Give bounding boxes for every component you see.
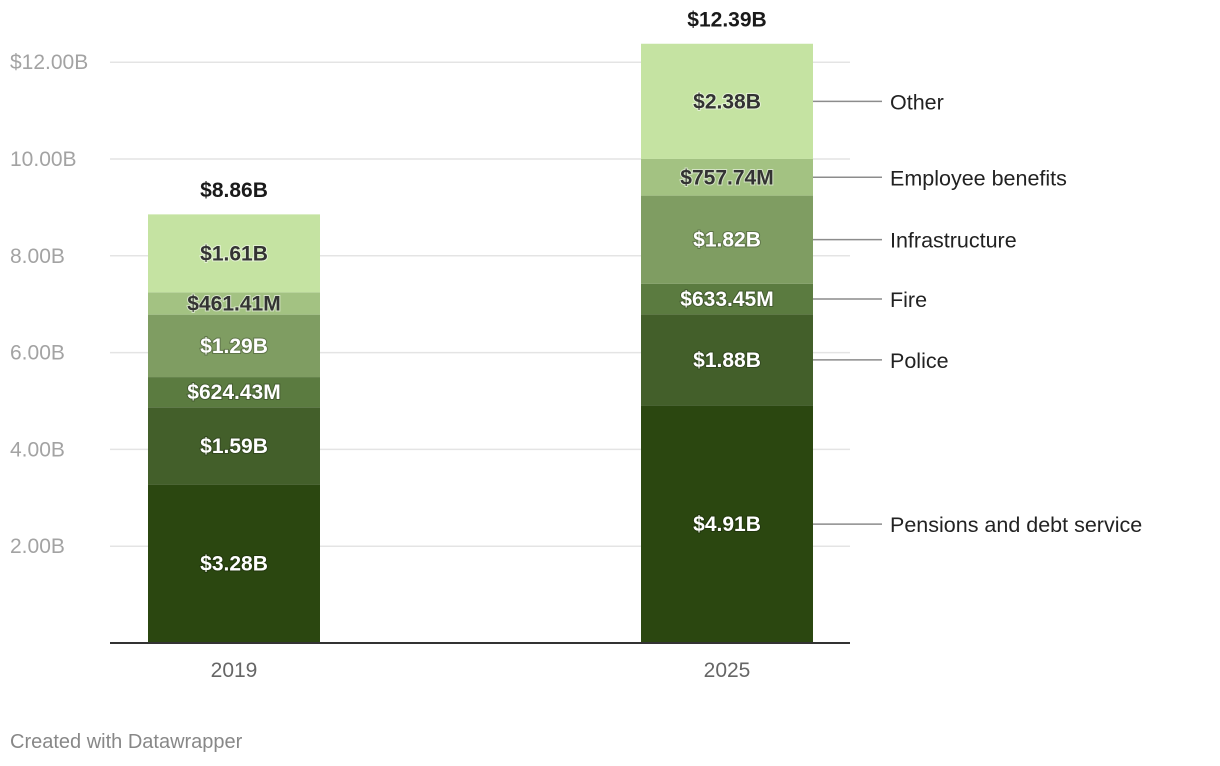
y-tick-label: 6.00B (10, 342, 65, 365)
legend-label: Other (890, 90, 944, 114)
data-label: $633.45M (680, 288, 773, 311)
y-tick-label: 2.00B (10, 535, 65, 558)
bar-segment (641, 195, 813, 284)
bar-segment (641, 314, 813, 406)
x-tick-label: 2019 (211, 659, 258, 682)
data-label: $1.88B (693, 349, 761, 372)
data-label: $757.74M (680, 166, 773, 189)
legend-label: Employee benefits (890, 166, 1067, 190)
bar-segment (148, 407, 320, 485)
bar-segment (641, 43, 813, 159)
y-tick-label: $12.00B (10, 51, 88, 74)
legend-label: Infrastructure (890, 229, 1017, 253)
data-label: $1.29B (200, 335, 268, 358)
x-tick-label: 2025 (704, 659, 751, 682)
legend-label: Pensions and debt service (890, 513, 1142, 537)
y-tick-label: 4.00B (10, 438, 65, 461)
credit-text: Created with Datawrapper (10, 731, 243, 753)
bar-segment (641, 158, 813, 196)
data-label: $1.82B (693, 229, 761, 252)
y-tick-label: 8.00B (10, 245, 65, 268)
data-label: $4.91B (693, 513, 761, 536)
data-label: $461.41M (187, 292, 280, 315)
bar-segment (148, 484, 320, 643)
data-label: $1.59B (200, 435, 268, 458)
stacked-bar-chart: 2.00B 4.00B 6.00B 8.00B 10.00B $12.00B $3.28B $… (10, 8, 1142, 682)
data-label: $2.38B (693, 90, 761, 113)
bar-segment (641, 283, 813, 315)
bar-segment (148, 314, 320, 378)
total-label: $8.86B (200, 179, 268, 202)
bar-segment (641, 405, 813, 643)
data-label: $624.43M (187, 381, 280, 404)
bar-segment (148, 377, 320, 408)
data-label: $1.61B (200, 242, 268, 265)
bar-segment (148, 292, 320, 315)
legend-label: Fire (890, 288, 927, 312)
data-label: $3.28B (200, 553, 268, 576)
bar-segment (148, 214, 320, 293)
legend-label: Police (890, 349, 949, 373)
total-label: $12.39B (687, 8, 766, 31)
y-tick-label: 10.00B (10, 148, 77, 171)
